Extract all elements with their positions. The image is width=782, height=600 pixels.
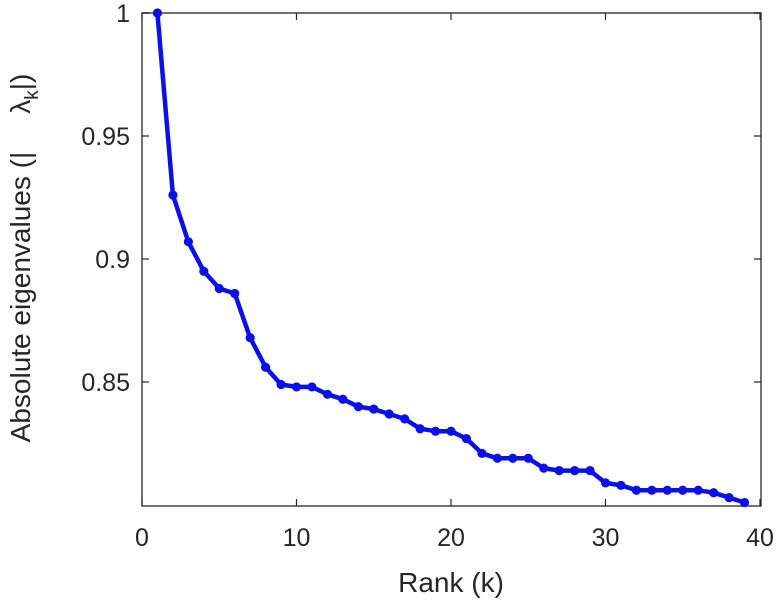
data-point (152, 8, 163, 18)
x-tick-label: 10 (283, 524, 311, 552)
data-point (600, 478, 611, 488)
data-point (492, 453, 502, 463)
data-point (693, 485, 703, 495)
x-tick-label: 30 (592, 524, 620, 552)
y-tick-label: 1 (116, 0, 130, 28)
data-point (353, 402, 363, 412)
data-point (523, 453, 533, 463)
series-layer (152, 8, 750, 508)
data-point (168, 190, 178, 200)
data-point (214, 283, 224, 294)
data-point (662, 485, 672, 495)
y-axis-label-prefix: Absolute eigenvalues (| (5, 152, 36, 443)
data-point (739, 497, 750, 508)
y-tick-label: 0.95 (81, 123, 130, 151)
data-point (631, 485, 642, 495)
y-tick-labels: 0.85 0.9 0.95 1 (81, 0, 130, 397)
data-point (183, 237, 193, 247)
plot-area (141, 8, 762, 508)
y-axis-label-symbol: λ (5, 100, 36, 114)
data-point (508, 453, 518, 463)
data-point (322, 389, 332, 399)
data-point (709, 488, 719, 498)
y-tick-label: 0.9 (95, 246, 130, 274)
data-point (678, 485, 688, 495)
data-point (307, 382, 317, 392)
data-point (446, 426, 456, 436)
axis-ticks (141, 12, 761, 506)
data-point (338, 394, 348, 404)
data-point (570, 465, 580, 476)
data-point (384, 409, 394, 419)
data-point (554, 465, 564, 476)
data-point (199, 266, 209, 276)
x-tick-label: 0 (135, 524, 149, 552)
y-axis-label-subscript: k (22, 90, 43, 100)
x-axis-label: Rank (k) (398, 567, 504, 598)
data-point (647, 485, 657, 495)
x-tick-label: 40 (746, 524, 774, 552)
y-axis-label-suffix: |) (5, 74, 36, 91)
data-point (616, 480, 626, 490)
data-point (291, 382, 302, 392)
x-tick-label: 20 (437, 524, 465, 552)
data-point (369, 404, 379, 414)
data-point (539, 463, 549, 473)
data-point (461, 433, 472, 444)
data-point (230, 288, 240, 299)
data-point (276, 379, 286, 390)
data-point (415, 424, 425, 434)
data-point (245, 333, 255, 343)
y-tick-label: 0.85 (81, 369, 130, 397)
data-point (430, 426, 441, 436)
data-point (261, 362, 271, 372)
x-tick-labels: 0 10 20 30 40 (135, 524, 774, 552)
data-point (400, 414, 410, 424)
data-point (585, 465, 595, 476)
data-point (477, 448, 487, 458)
y-axis-label: Absolute eigenvalues (| λk|) (5, 74, 43, 443)
data-point (724, 493, 734, 503)
